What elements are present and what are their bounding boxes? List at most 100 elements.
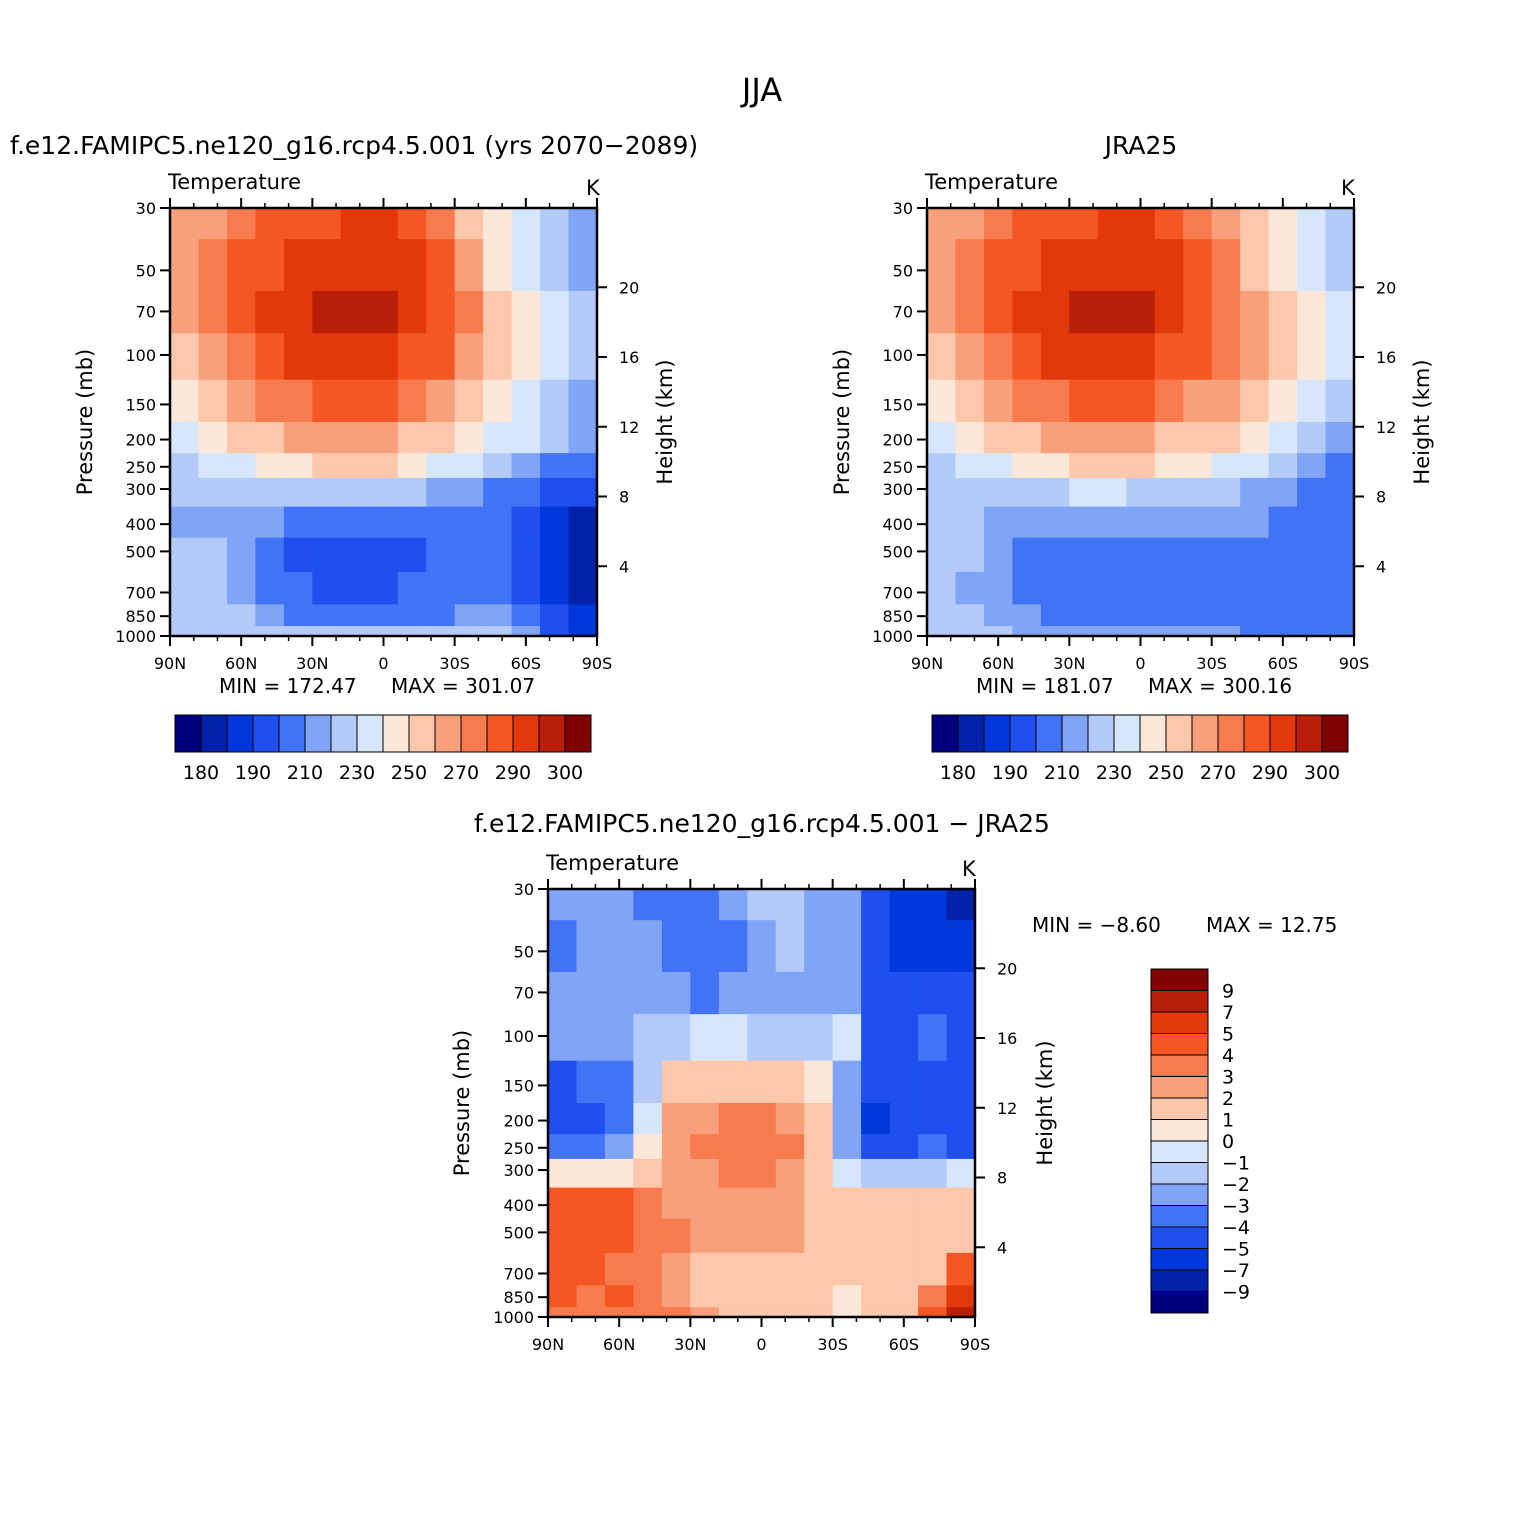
diff-cell: [605, 920, 634, 972]
model-cell: [483, 538, 512, 573]
diff-cell: [918, 1219, 947, 1254]
obs-cell: [1326, 208, 1355, 240]
model-cell: [398, 507, 427, 539]
model-colorbar-label: 230: [339, 762, 375, 784]
diff-cell: [690, 1219, 719, 1254]
obs-cell: [1212, 380, 1241, 423]
diff-cell: [833, 1285, 862, 1307]
diff-cell: [747, 1285, 776, 1307]
panel-diff: f.e12.FAMIPC5.ne120_g16.rcp4.5.001 − JRA…: [450, 809, 1337, 1354]
obs-ytick-label: 500: [882, 542, 913, 561]
obs-cell: [984, 538, 1013, 573]
diff-ytick-label: 200: [503, 1112, 534, 1131]
obs-cell: [1155, 604, 1184, 626]
obs-cell: [1069, 208, 1098, 240]
model-cell: [426, 453, 455, 478]
obs-xtick-label: 30N: [1053, 654, 1085, 673]
obs-colorbar-box: [1088, 715, 1114, 752]
obs-ytick-label: 850: [882, 607, 913, 626]
obs-cell: [1240, 208, 1269, 240]
model-cell: [341, 422, 370, 454]
model-cell: [284, 239, 313, 291]
obs-cell: [1297, 507, 1326, 539]
panel-obs-y2label: Height (km): [1410, 359, 1434, 484]
diff-cell: [690, 1285, 719, 1307]
diff-cell: [633, 972, 662, 1015]
obs-cell: [1069, 291, 1098, 334]
diff-cell: [804, 1159, 833, 1188]
obs-colorbar-box: [1218, 715, 1244, 752]
obs-cell: [1098, 572, 1127, 605]
diff-cell: [605, 972, 634, 1015]
diff-ytick-label: 250: [503, 1139, 534, 1158]
obs-cell: [1012, 507, 1041, 539]
diff-cell: [662, 1159, 691, 1188]
panel-obs-units: K: [1341, 176, 1356, 200]
model-cell: [341, 239, 370, 291]
obs-cell: [1240, 478, 1269, 507]
obs-cell: [1155, 507, 1184, 539]
obs-cell: [1212, 453, 1241, 478]
obs-cell: [1126, 453, 1155, 478]
model-cell: [198, 422, 227, 454]
model-cell: [455, 239, 484, 291]
model-y2tick-label: 8: [619, 488, 629, 507]
model-cell: [512, 453, 541, 478]
diff-cell: [719, 889, 748, 921]
diff-cell: [633, 1285, 662, 1307]
model-xtick-label: 90S: [582, 654, 613, 673]
model-cell: [398, 380, 427, 423]
model-cell: [255, 380, 284, 423]
diff-cell: [918, 1253, 947, 1286]
diff-cell: [605, 1188, 634, 1220]
obs-cell: [1126, 333, 1155, 380]
diff-cell: [633, 1061, 662, 1104]
model-cell: [455, 422, 484, 454]
diff-cell: [633, 1014, 662, 1061]
model-colorbar-box: [357, 715, 383, 752]
diff-ytick-label: 30: [514, 880, 534, 899]
obs-cell: [1212, 208, 1241, 240]
figure-title: JJA: [740, 71, 782, 109]
panel-diff-title: f.e12.FAMIPC5.ne120_g16.rcp4.5.001 − JRA…: [474, 809, 1050, 838]
model-cell: [369, 208, 398, 240]
obs-cell: [1126, 478, 1155, 507]
obs-xtick-label: 0: [1135, 654, 1145, 673]
model-ytick-label: 300: [125, 480, 156, 499]
obs-ytick-label: 400: [882, 515, 913, 534]
model-cell: [341, 507, 370, 539]
model-cell: [569, 239, 598, 291]
model-cell: [540, 604, 569, 626]
diff-cell: [548, 1159, 577, 1188]
obs-cell: [1240, 572, 1269, 605]
model-colorbar-box: [409, 715, 435, 752]
model-xtick-label: 60S: [511, 654, 542, 673]
obs-cell: [1240, 333, 1269, 380]
model-cell: [540, 478, 569, 507]
diff-cell: [776, 1159, 805, 1188]
diff-colorbar-box: [1151, 1077, 1208, 1099]
diff-cell: [947, 1219, 976, 1254]
model-cell: [369, 239, 398, 291]
model-cell: [341, 604, 370, 626]
model-cell: [369, 478, 398, 507]
figure: JJA f.e12.FAMIPC5.ne120_g16.rcp4.5.001 (…: [0, 0, 1524, 1524]
obs-ytick-label: 250: [882, 458, 913, 477]
diff-cell: [690, 1159, 719, 1188]
diff-cell: [804, 1253, 833, 1286]
obs-cell: [1240, 538, 1269, 573]
model-cell: [341, 572, 370, 605]
diff-cell: [776, 972, 805, 1015]
obs-ytick-label: 700: [882, 583, 913, 602]
diff-y2tick-label: 12: [997, 1099, 1017, 1118]
obs-cell: [1297, 538, 1326, 573]
model-cell: [255, 507, 284, 539]
diff-cell: [747, 1188, 776, 1220]
model-cell: [170, 380, 199, 423]
model-colorbar-box: [227, 715, 253, 752]
obs-ytick-label: 100: [882, 346, 913, 365]
diff-ytick-label: 70: [514, 983, 534, 1002]
diff-cell: [662, 972, 691, 1015]
model-cell: [540, 291, 569, 334]
diff-cell: [918, 1159, 947, 1188]
